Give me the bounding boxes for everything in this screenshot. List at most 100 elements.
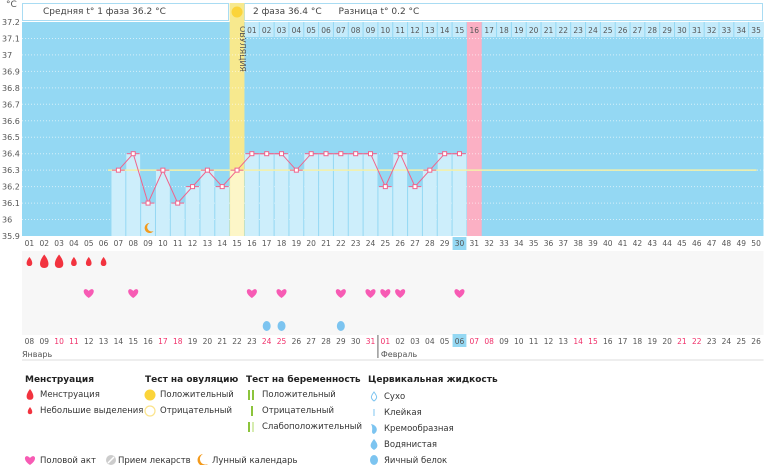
phase2-day-cell [704,22,719,37]
date-label: 15 [128,337,138,346]
date-label: 04 [425,337,435,346]
temperature-point [308,151,314,157]
legend-cervical-creamy: Кремообразная [384,424,454,434]
menstruation-drop-icon [54,254,64,268]
temperature-bar [215,186,230,236]
date-label: 21 [677,337,687,346]
phase2-day-label: 08 [351,26,361,35]
cycle-day-label: 46 [692,239,702,248]
phase2-day-cell [408,22,422,37]
temperature-difference: Разница t° 0.2 °C [338,7,420,17]
phase2-day-cell [289,22,304,37]
temperature-point [279,151,285,157]
temperature-bar [141,203,155,236]
temperature-bar [230,170,244,236]
phase2-day-cell [319,22,333,37]
cycle-day-label: 28 [425,239,435,248]
phase2-day-cell [689,22,704,37]
date-label: 25 [736,337,746,346]
date-label: 02 [395,337,405,346]
date-label: 10 [514,337,524,346]
temperature-point [412,184,418,190]
legend-cervical-sticky: Клейкая [384,408,422,418]
legend-cervical-eggwhite: Яичный белок [384,456,448,465]
phase2-day-label: 15 [455,26,465,35]
cycle-day-label: 06 [99,239,109,248]
unit-label: °C [6,0,17,10]
today-highlight [452,237,467,250]
date-label: 06 [455,337,465,346]
phase2-day-label: 17 [484,26,494,35]
phase2-day-label: 28 [648,26,658,35]
legend-moon: Лунный календарь [212,456,298,465]
pregnancy-weak-icon [248,422,250,432]
date-label: 14 [114,337,124,346]
phase2-day-cell [378,22,393,37]
date-label: 07 [470,337,480,346]
cervical-dry-icon [370,391,378,402]
phase2-day-label: 31 [692,26,702,35]
temperature-bar [363,153,378,236]
date-label: 18 [633,337,643,346]
date-label: 19 [648,337,658,346]
temperature-bar [452,153,467,236]
phase2-day-cell [467,22,482,37]
cycle-day-label: 07 [114,239,124,248]
pregnancy-positive-icon [252,390,254,400]
phase2-day-cell [452,22,467,37]
legend-intercourse: Половой акт [40,456,96,465]
y-tick-label: 37.2 [2,18,20,27]
cycle-day-label: 41 [618,239,628,248]
date-label: 22 [692,337,702,346]
date-label: 27 [306,337,316,346]
pregnancy-positive-icon [248,390,250,400]
plot-area [22,22,764,236]
phase2-day-label: 05 [306,26,316,35]
phase2-day-label: 34 [736,26,746,35]
phase2-day-label: 11 [395,26,405,35]
cycle-day-label: 02 [39,239,49,248]
legend-ovulation-negative: Отрицательный [160,406,232,416]
date-label: 23 [707,337,717,346]
month-label: Январь [22,350,52,359]
month-label: Февраль [381,350,418,359]
cycle-day-label: 34 [514,239,524,248]
y-tick-label: 36.3 [2,166,20,175]
phase2-day-label: 20 [529,26,539,35]
phase1-summary: Средняя t° 1 фаза 36.2 °C [22,3,229,21]
spotting-drop-icon [100,257,107,266]
date-label: 11 [69,337,79,346]
legend-ovulation-test-title: Тест на овуляцию [145,375,239,385]
heart-icon [395,289,406,298]
cycle-day-label: 11 [173,239,183,248]
phase2-day-label: 10 [381,26,391,35]
date-label: 18 [173,337,183,346]
pregnancy-weak-icon [252,422,254,432]
y-tick-label: 36.5 [2,133,20,142]
cycle-day-label: 04 [69,239,79,248]
spotting-drop-icon [27,407,33,415]
temperature-point [338,151,344,157]
phase2-day-label: 27 [633,26,643,35]
heart-icon [128,289,139,298]
phase2-day-cell [244,22,259,37]
ovulation-sun-icon [231,6,243,18]
temperature-bar [408,186,422,236]
ovulation-positive-icon [144,389,156,401]
phase2-day-label: 01 [247,26,257,35]
cycle-day-label: 16 [247,239,257,248]
phase2-average: 2 фаза 36.4 °C [253,7,322,17]
y-tick-label: 36.1 [2,199,20,208]
legend-medication: Прием лекарств [118,456,191,465]
legend-pregnancy-weak: Слабоположительный [262,422,363,432]
temperature-bar [348,153,363,236]
cycle-day-label: 37 [559,239,569,248]
temperature-bar [155,170,170,236]
date-label: 20 [662,337,672,346]
temperature-bar [289,170,304,236]
temperature-point [323,151,329,157]
date-label: 24 [262,337,272,346]
cycle-day-label: 10 [158,239,168,248]
